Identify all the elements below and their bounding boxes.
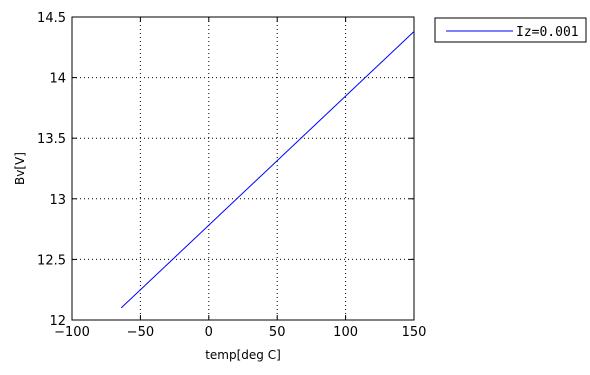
plot-area-frame bbox=[71, 16, 415, 321]
legend: Iz=0.001 bbox=[434, 17, 587, 43]
y-tick-label: 13.5 bbox=[37, 132, 66, 147]
legend-box bbox=[434, 17, 587, 43]
series-layer bbox=[120, 31, 415, 309]
x-tick-label: −100 bbox=[54, 325, 90, 340]
y-tick-label: 14.5 bbox=[37, 11, 66, 26]
y-tick-label: 14 bbox=[49, 72, 66, 87]
tick-marks bbox=[71, 16, 415, 321]
x-tick-label: −50 bbox=[127, 325, 154, 340]
x-tick-label: 100 bbox=[333, 325, 358, 340]
series-line bbox=[120, 31, 415, 309]
x-tick-labels: −100 −50 0 50 100 150 bbox=[54, 325, 426, 340]
y-tick-labels: 12 12.5 13 13.5 14 14.5 bbox=[37, 11, 66, 329]
legend-label: Iz=0.001 bbox=[516, 25, 579, 40]
grid bbox=[72, 17, 414, 320]
y-tick-label: 13 bbox=[49, 193, 66, 208]
x-tick-label: 0 bbox=[205, 325, 213, 340]
y-tick-label: 12.5 bbox=[37, 253, 66, 268]
x-tick-label: 50 bbox=[269, 325, 286, 340]
x-axis-label: temp[deg C] bbox=[205, 348, 281, 362]
y-axis-label: Bv[V] bbox=[13, 152, 27, 185]
y-tick-label: 12 bbox=[49, 314, 66, 329]
x-tick-label: 150 bbox=[402, 325, 427, 340]
